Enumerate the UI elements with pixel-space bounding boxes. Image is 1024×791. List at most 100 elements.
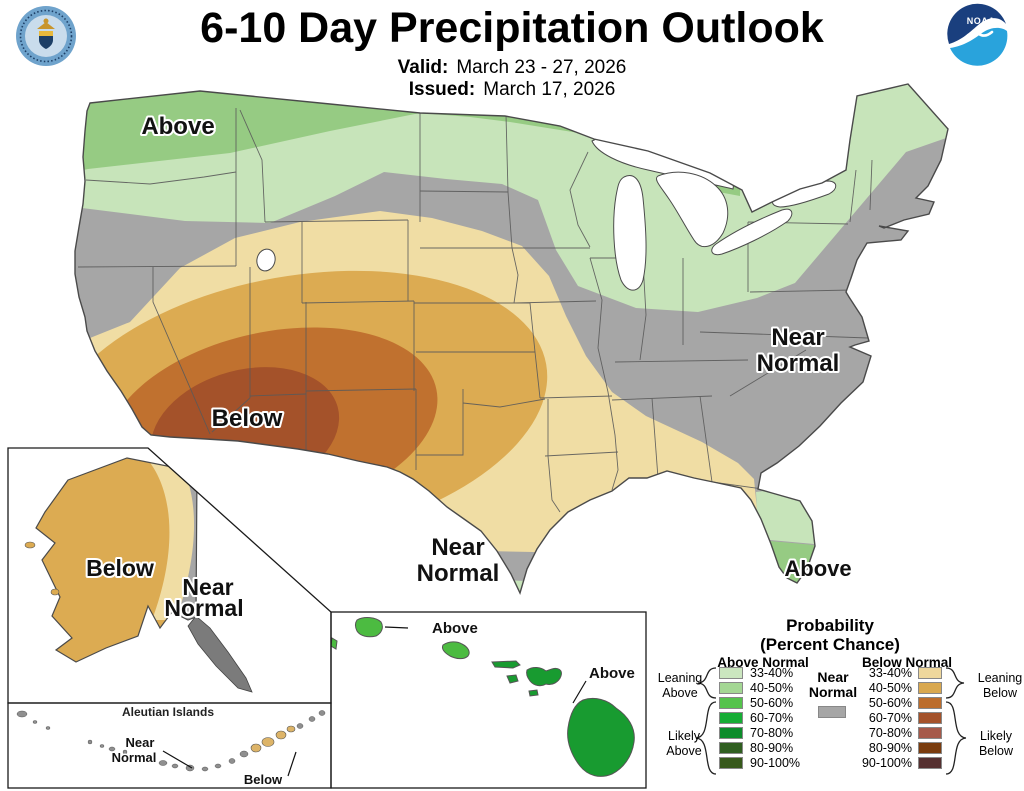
legend-leaning-below: Leaning Below [977, 671, 1023, 700]
alaska-above-sliver [178, 460, 197, 479]
us-outline [74, 83, 949, 595]
legend-below-range: 60-70% [868, 711, 912, 725]
leaning-above-brace [697, 667, 717, 699]
legend-above-range: 70-80% [750, 726, 794, 740]
likely-below-brace [945, 701, 967, 775]
legend-below-swatch [918, 697, 942, 709]
legend-leaning-above: Leaning Above [657, 671, 703, 700]
oahu [442, 641, 470, 660]
noaa-logo-icon: NOAA [946, 3, 1010, 67]
aleutian-near-pointer [162, 750, 193, 769]
legend-below-range: 40-50% [868, 681, 912, 695]
florida-above-33-40-region [756, 490, 814, 544]
lake-huron [655, 171, 729, 248]
maui [526, 667, 562, 687]
legend-below-range: 70-80% [868, 726, 912, 740]
label-fl-above: Above [784, 556, 851, 581]
legend-below-swatch [918, 667, 942, 679]
legend-below-swatch [918, 727, 942, 739]
legend-below-header: Below Normal [861, 655, 953, 670]
legend-above-swatch [719, 727, 743, 739]
inset-borders [7, 447, 647, 789]
issued-label: Issued: [408, 79, 476, 100]
legend-braces [695, 667, 967, 775]
likely-above-brace [695, 701, 717, 775]
legend-above-swatch [719, 682, 743, 694]
label-hawaii-above-2: Above [589, 665, 635, 682]
label-nw-above: Above [141, 113, 214, 140]
legend-above-range: 60-70% [750, 711, 794, 725]
alaska-panhandle [187, 615, 253, 693]
kauai [355, 617, 383, 638]
legend-above-range: 90-100% [750, 756, 801, 770]
label-stx-normal: Normal [417, 560, 500, 587]
legend-below-range: 33-40% [868, 666, 912, 680]
legend-title: Probability [786, 616, 874, 635]
legend-below-range: 80-90% [868, 741, 912, 755]
aleutian-islands-tan [250, 725, 296, 753]
legend-below-range: 90-100% [861, 756, 912, 770]
legend-above-range: 33-40% [750, 666, 794, 680]
molokai [491, 660, 521, 669]
great-salt-lake [256, 248, 276, 272]
niihau [331, 637, 338, 650]
page-title: 6-10 Day Precipitation Outlook [200, 4, 824, 52]
valid-label: Valid: [397, 57, 449, 78]
big-island [567, 697, 635, 777]
issued-date-line: Issued: March 17, 2026 [0, 79, 1024, 101]
label-aleutian-near: Near [126, 735, 155, 750]
hawaii-above-pointer-2 [572, 680, 587, 704]
legend-above-swatch [719, 757, 743, 769]
label-sw-below: Below [212, 405, 283, 432]
legend-above-header: Above Normal [717, 655, 809, 670]
legend-above-swatch [719, 697, 743, 709]
alaska-inset: Below Near Normal [24, 457, 253, 693]
lanai [506, 674, 519, 684]
label-ak-normal: Normal [164, 595, 243, 621]
lake-michigan [613, 175, 647, 291]
label-ak-near: Near [182, 574, 233, 600]
legend-below-swatch [918, 757, 942, 769]
label-hawaii-above-1: Above [432, 620, 478, 637]
legend-likely-above: Likely Above [666, 729, 702, 758]
legend-above-swatch [719, 742, 743, 754]
label-east-normal: Normal [757, 350, 840, 377]
legend-above-range: 80-90% [750, 741, 794, 755]
legend-above-range: 50-60% [750, 696, 794, 710]
noaa-logo-text: NOAA [967, 16, 996, 26]
aleutian-islands-gray [16, 710, 326, 772]
legend-above-range: 40-50% [750, 681, 794, 695]
valid-value: March 23 - 27, 2026 [456, 57, 627, 78]
legend-likely-below: Likely Below [978, 729, 1014, 758]
label-aleutian-normal: Normal [112, 750, 157, 765]
legend-below-swatch [918, 742, 942, 754]
hawaii-inset: Above Above [331, 617, 636, 777]
label-east-near: Near [771, 324, 824, 351]
label-ak-below: Below [86, 555, 154, 581]
legend-near-normal-label: Near Normal [808, 669, 858, 700]
lake-erie [711, 208, 793, 256]
legend-below-swatch [918, 712, 942, 724]
legend-subtitle: (Percent Chance) [760, 635, 900, 654]
commerce-seal-icon [14, 4, 78, 68]
aleutian-inset: Aleutian Islands Near Normal Below [16, 705, 326, 788]
legend-below-range: 50-60% [868, 696, 912, 710]
hawaii-inset-border [330, 611, 647, 789]
label-aleutian-title: Aleutian Islands [122, 705, 214, 719]
legend-above-swatch [719, 712, 743, 724]
aleutian-below-pointer [287, 751, 297, 777]
valid-date-line: Valid: March 23 - 27, 2026 [0, 57, 1024, 79]
alaska-island [24, 541, 36, 549]
great-lakes [256, 133, 837, 291]
legend-near-normal-swatch [818, 706, 846, 718]
label-stx-near: Near [431, 534, 484, 561]
label-aleutian-below: Below [244, 772, 283, 787]
legend-above-swatch [719, 667, 743, 679]
hawaii-above-pointer-1 [384, 626, 409, 629]
alaska-island [50, 588, 60, 596]
issued-value: March 17, 2026 [483, 79, 616, 100]
leaning-below-brace [945, 667, 965, 699]
kahoolawe [528, 689, 539, 697]
